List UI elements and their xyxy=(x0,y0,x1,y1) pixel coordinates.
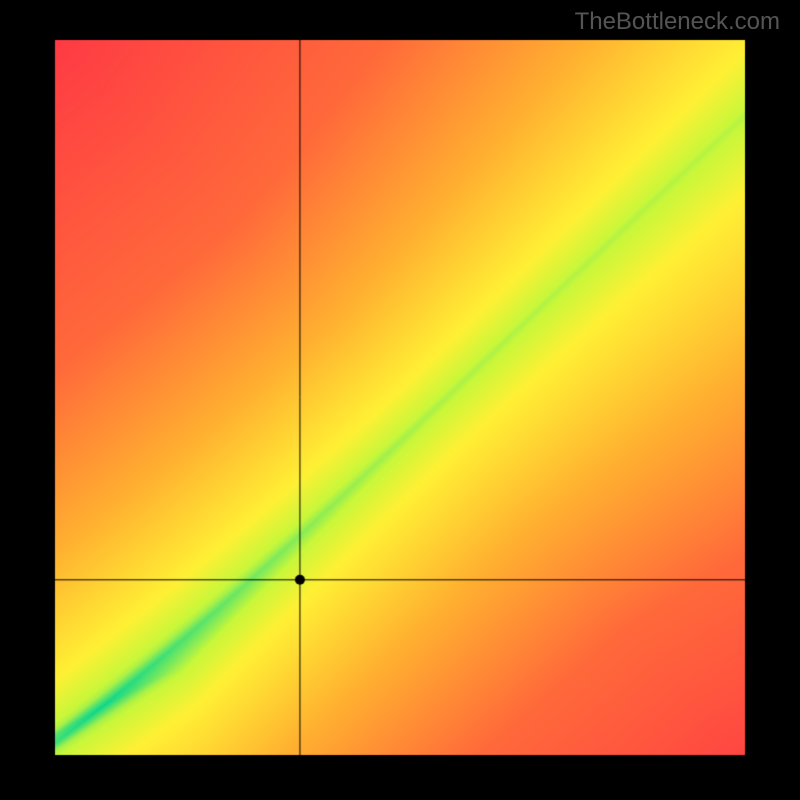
bottleneck-heatmap xyxy=(0,0,800,800)
watermark-text: TheBottleneck.com xyxy=(575,8,780,36)
chart-container: TheBottleneck.com xyxy=(0,0,800,800)
